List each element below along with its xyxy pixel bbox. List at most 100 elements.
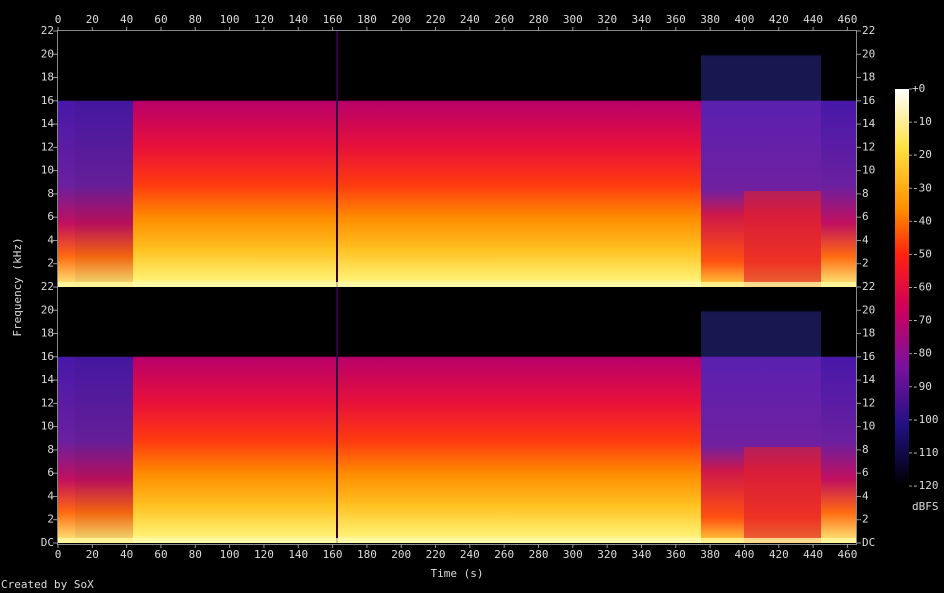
- colorbar-tick-label: +0: [912, 82, 925, 95]
- y-tick-label: 6: [47, 466, 54, 479]
- colorbar-tick-label: -90: [912, 380, 932, 393]
- colorbar-tick-label: -30: [912, 181, 932, 194]
- y-tick-label: 10: [862, 420, 875, 433]
- x-tick-label: 340: [632, 13, 652, 26]
- x-tick-label: 40: [120, 13, 133, 26]
- x-tick-label: 300: [563, 548, 583, 561]
- y-tick-label: 10: [41, 420, 54, 433]
- x-tick-label: 340: [632, 548, 652, 561]
- x-tick-label: 120: [254, 548, 274, 561]
- y-tick-label: 22: [862, 280, 875, 293]
- x-tick-label: 200: [391, 548, 411, 561]
- x-tick-label: 460: [837, 13, 857, 26]
- x-axis-label: Time (s): [431, 567, 484, 580]
- y-tick-label: DC: [41, 536, 54, 549]
- x-tick-label: 420: [769, 548, 789, 561]
- x-tick-label: 200: [391, 13, 411, 26]
- x-tick-label: 220: [426, 13, 446, 26]
- x-tick-label: 180: [357, 548, 377, 561]
- x-tick-label: 380: [700, 548, 720, 561]
- colorbar-label: dBFS: [912, 500, 939, 513]
- y-tick-label: 2: [47, 257, 54, 270]
- colorbar-tick-label: -20: [912, 148, 932, 161]
- y-tick-label: 18: [862, 327, 875, 340]
- x-tick-label: 420: [769, 13, 789, 26]
- x-tick-label: 280: [529, 548, 549, 561]
- y-tick-label: 8: [862, 187, 869, 200]
- y-tick-label: 18: [862, 71, 875, 84]
- x-tick-label: 160: [323, 13, 343, 26]
- x-tick-label: 400: [735, 548, 755, 561]
- colorbar: [895, 89, 909, 486]
- x-tick-label: 460: [837, 548, 857, 561]
- spectrogram-channel-1: [58, 31, 856, 287]
- x-tick-label: 0: [55, 548, 62, 561]
- y-tick-label: 6: [862, 466, 869, 479]
- x-tick-label: 20: [86, 13, 99, 26]
- y-tick-label: 20: [41, 47, 54, 60]
- x-tick-label: 140: [288, 13, 308, 26]
- y-tick-label: 14: [41, 373, 55, 386]
- y-tick-label: 16: [862, 350, 875, 363]
- y-tick-label: DC: [862, 536, 875, 549]
- y-tick-label: 18: [41, 327, 54, 340]
- y-tick-label: 16: [41, 350, 54, 363]
- y-tick-label: 12: [862, 140, 875, 153]
- x-tick-label: 360: [666, 548, 686, 561]
- x-tick-label: 240: [460, 13, 480, 26]
- x-tick-label: 400: [735, 13, 755, 26]
- x-tick-label: 240: [460, 548, 480, 561]
- x-tick-label: 260: [494, 13, 514, 26]
- x-tick-label: 160: [323, 548, 343, 561]
- x-tick-label: 280: [529, 13, 549, 26]
- x-tick-label: 140: [288, 548, 308, 561]
- y-tick-label: 10: [862, 164, 875, 177]
- x-tick-label: 100: [220, 13, 240, 26]
- y-tick-label: 20: [41, 303, 54, 316]
- y-tick-label: 12: [862, 396, 875, 409]
- y-tick-label: 6: [862, 210, 869, 223]
- colorbar-tick-label: -120: [912, 479, 939, 492]
- x-tick-label: 120: [254, 13, 274, 26]
- y-axis-label: Frequency (kHz): [11, 237, 24, 336]
- colorbar-tick-label: -10: [912, 115, 932, 128]
- y-tick-label: 22: [41, 24, 54, 37]
- y-tick-label: 16: [862, 94, 875, 107]
- x-tick-label: 80: [189, 548, 202, 561]
- spectrogram-channel-2: [58, 287, 856, 543]
- colorbar-tick-label: -100: [912, 413, 939, 426]
- y-tick-label: 4: [47, 489, 54, 502]
- colorbar-tick-label: -40: [912, 214, 932, 227]
- x-tick-label: 40: [120, 548, 133, 561]
- colorbar-tick-label: -110: [912, 446, 939, 459]
- y-tick-label: 4: [862, 233, 869, 246]
- footer: Created by SoX: [1, 578, 94, 591]
- x-tick-label: 100: [220, 548, 240, 561]
- colorbar-tick-label: -70: [912, 314, 932, 327]
- y-tick-label: 14: [862, 117, 876, 130]
- y-tick-label: 20: [862, 47, 875, 60]
- x-tick-label: 320: [597, 548, 617, 561]
- y-tick-label: 22: [862, 24, 875, 37]
- x-tick-label: 300: [563, 13, 583, 26]
- x-tick-label: 80: [189, 13, 202, 26]
- y-tick-label: 18: [41, 71, 54, 84]
- y-tick-label: 8: [47, 443, 54, 456]
- x-tick-label: 60: [154, 548, 167, 561]
- x-tick-label: 360: [666, 13, 686, 26]
- colorbar-tick-label: -80: [912, 347, 932, 360]
- y-tick-label: 4: [862, 489, 869, 502]
- y-tick-label: 2: [862, 513, 869, 526]
- y-tick-label: 14: [862, 373, 876, 386]
- x-tick-label: 380: [700, 13, 720, 26]
- x-tick-label: 320: [597, 13, 617, 26]
- y-tick-label: 2: [47, 513, 54, 526]
- y-tick-label: 20: [862, 303, 875, 316]
- x-tick-label: 180: [357, 13, 377, 26]
- x-tick-label: 220: [426, 548, 446, 561]
- y-tick-label: 22: [41, 280, 54, 293]
- y-tick-label: 10: [41, 164, 54, 177]
- y-tick-label: 6: [47, 210, 54, 223]
- x-tick-label: 260: [494, 548, 514, 561]
